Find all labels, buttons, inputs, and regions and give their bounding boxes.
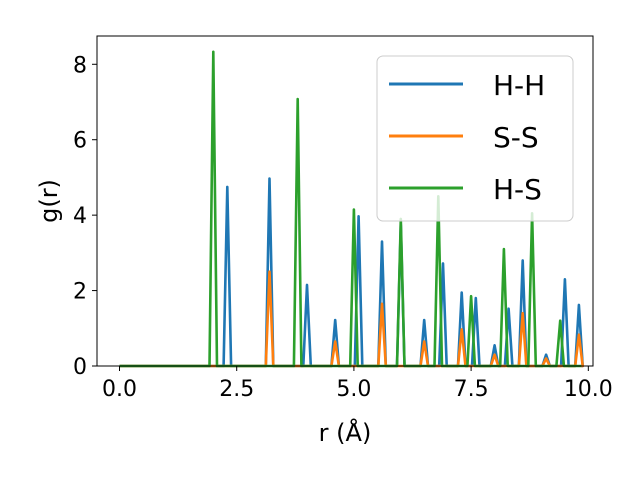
x-tick-label: 5.0: [336, 377, 371, 402]
x-tick-label: 2.5: [219, 377, 254, 402]
y-axis-label: g(r): [35, 179, 63, 223]
x-tick-label: 10.0: [564, 377, 613, 402]
x-tick-label: 7.5: [454, 377, 489, 402]
y-tick-label: 0: [73, 355, 87, 380]
y-tick-label: 8: [73, 53, 87, 78]
series-line-s-s: [119, 270, 585, 368]
legend-box: [376, 55, 574, 222]
axes: 0.0 2.5 5.0 7.5 10.0 0 2 4 6 8: [73, 53, 613, 402]
x-tick-label: 0.0: [102, 377, 137, 402]
legend: H-H S-S H-S: [376, 55, 574, 222]
plot-frame: [96, 35, 594, 367]
y-tick-label: 2: [73, 280, 87, 305]
y-tick-label: 4: [73, 204, 87, 229]
legend-label-s-s: S-S: [493, 121, 539, 154]
legend-label-h-s: H-S: [493, 173, 542, 206]
x-axis-label: r (Å): [319, 418, 372, 447]
y-tick-label: 6: [73, 129, 87, 154]
legend-label-h-h: H-H: [493, 69, 545, 102]
